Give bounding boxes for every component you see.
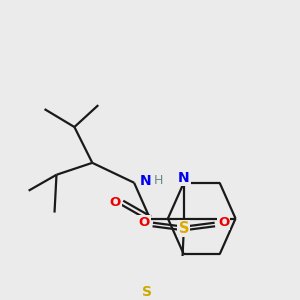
- Text: H: H: [154, 174, 164, 187]
- Text: O: O: [138, 216, 150, 229]
- Text: S: S: [178, 221, 189, 236]
- Text: O: O: [110, 196, 121, 209]
- Text: N: N: [140, 174, 151, 188]
- Text: N: N: [178, 171, 190, 185]
- Text: O: O: [218, 216, 229, 229]
- Text: S: S: [142, 285, 152, 299]
